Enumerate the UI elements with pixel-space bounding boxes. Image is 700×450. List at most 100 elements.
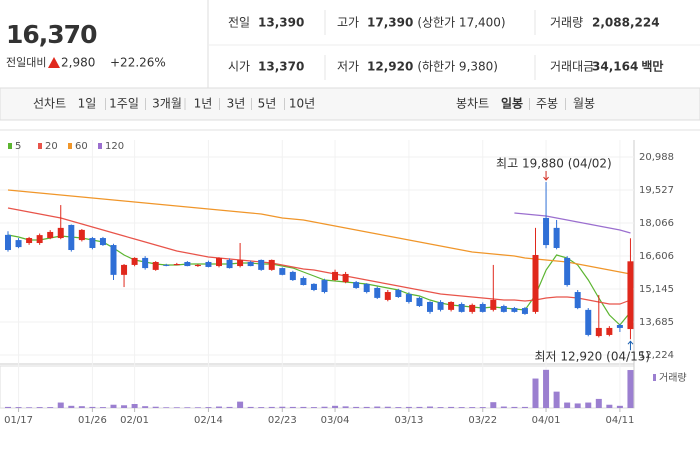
volume-bar — [121, 405, 128, 408]
volume-bar — [110, 404, 117, 408]
candle-body — [279, 268, 286, 275]
volume-bar — [332, 405, 339, 408]
legend-label: 60 — [75, 141, 88, 152]
candle-body — [500, 306, 507, 312]
candle-tab[interactable]: 주봉 — [536, 97, 558, 111]
volume-bar — [289, 406, 296, 408]
candle-tab[interactable]: 일봉 — [501, 97, 523, 111]
volume-bar — [595, 398, 602, 408]
candle-body — [342, 273, 349, 283]
candle-body — [395, 289, 402, 297]
legend-label: 5 — [15, 141, 21, 152]
up-icon — [48, 57, 60, 68]
change: 2,980 — [61, 56, 95, 70]
volume-bar — [395, 407, 402, 408]
volume-bar — [574, 403, 581, 408]
volume-bar — [36, 407, 43, 408]
candle-body — [247, 261, 254, 267]
candle-body — [163, 264, 170, 266]
period-tab[interactable]: 5년 — [258, 97, 277, 111]
volume-bar — [448, 406, 455, 408]
volume-bar — [405, 406, 412, 408]
period-tab[interactable]: 1일 — [78, 97, 97, 111]
period-tab[interactable]: 1년 — [194, 97, 213, 111]
candle-body — [448, 301, 455, 310]
candle-body — [68, 224, 75, 251]
period-tab[interactable]: 10년 — [289, 97, 315, 111]
volume-bar — [564, 402, 571, 408]
ma-line — [7, 207, 631, 305]
volume-bar — [543, 369, 550, 408]
volume-bar — [173, 407, 180, 408]
candle-body — [184, 261, 191, 267]
stat-value: 12,920 — [367, 60, 413, 74]
legend-swatch — [8, 143, 12, 149]
volume-bar — [247, 406, 254, 408]
candle-body — [374, 287, 381, 298]
x-tick-label: 03/04 — [321, 415, 350, 426]
candle-body — [405, 294, 412, 302]
candle-body — [173, 264, 180, 266]
candle-body — [78, 229, 85, 241]
volume-bar — [427, 406, 433, 408]
candle-body — [627, 261, 634, 330]
candle-body — [574, 292, 581, 309]
volume-bar — [142, 406, 149, 408]
volume-bar — [553, 391, 560, 408]
candle-body — [268, 259, 275, 270]
legend-swatch — [98, 143, 102, 149]
volume-bar — [216, 406, 222, 408]
volume-bar — [89, 406, 96, 408]
volume-bar — [279, 406, 286, 408]
x-tick-label: 03/22 — [468, 415, 497, 426]
annotation: 최고 19,880 (04/02) — [496, 157, 612, 171]
period-tab[interactable]: 1주일 — [109, 97, 139, 111]
volume-bar — [606, 404, 613, 408]
legend-label: 120 — [105, 141, 124, 152]
candle-body — [437, 301, 444, 310]
annotation-arrow — [627, 340, 634, 351]
y-tick-label: 12,224 — [639, 350, 674, 361]
candle-body — [332, 271, 339, 281]
candle-body — [479, 303, 486, 312]
candle-body — [152, 261, 159, 270]
legend-swatch — [653, 374, 656, 381]
candle-body — [47, 231, 54, 239]
x-tick-label: 02/14 — [194, 415, 223, 426]
y-tick-label: 20,988 — [639, 152, 674, 163]
period-tab[interactable]: 3개월 — [152, 97, 182, 111]
volume-bar — [511, 406, 518, 408]
candle-body — [99, 238, 106, 246]
candle-body — [131, 257, 138, 265]
x-tick-label: 02/23 — [268, 415, 297, 426]
stat-label: 거래대금 — [550, 60, 594, 74]
stat-value: 2,088,224 — [592, 16, 660, 30]
stat-label: 고가 — [337, 16, 359, 30]
volume-bar — [384, 406, 391, 408]
current-price: 16,370 — [6, 20, 97, 49]
volume-bar — [78, 406, 85, 408]
volume-bar — [57, 402, 64, 408]
period-tab[interactable]: 3년 — [227, 97, 246, 111]
candle-body — [15, 240, 22, 248]
y-tick-label: 19,527 — [639, 185, 674, 196]
volume-bar — [353, 406, 360, 408]
x-tick-label: 03/13 — [394, 415, 423, 426]
candle-body — [89, 238, 96, 248]
toolbar-label: 선차트 — [33, 97, 66, 111]
volume-bar — [532, 378, 539, 408]
stat-note: (상한가 17,400) — [417, 16, 505, 30]
volume-bar — [268, 406, 275, 408]
candle-tab[interactable]: 월봉 — [573, 97, 595, 111]
candle-body — [300, 278, 307, 286]
candle-body — [543, 217, 550, 246]
candle-body — [427, 301, 433, 312]
volume-bar — [300, 406, 307, 408]
candle-body — [353, 282, 360, 288]
stat-note: (하한가 9,380) — [417, 60, 498, 74]
candle-body — [110, 245, 117, 275]
annotation-arrow — [543, 171, 549, 181]
candle-body — [469, 304, 476, 312]
